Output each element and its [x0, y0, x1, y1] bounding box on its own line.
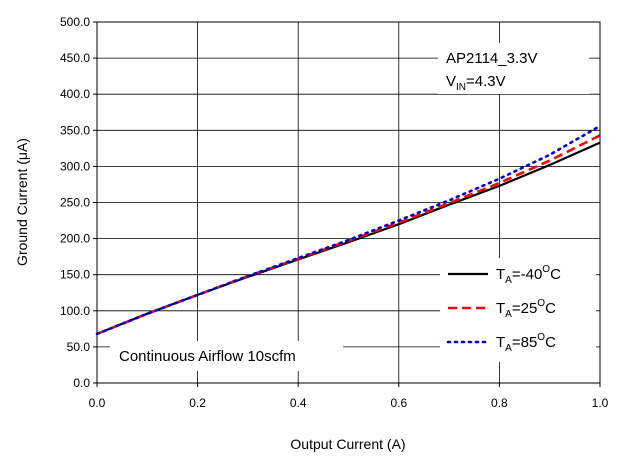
- airflow-annotation: Continuous Airflow 10scfm: [110, 341, 343, 371]
- y-tick-label: 400.0: [60, 87, 90, 101]
- legend-label-0: TA=-40OC: [496, 264, 561, 286]
- legend-label-sub-1: A: [505, 309, 512, 320]
- y-tick-label: 250.0: [60, 196, 90, 210]
- grid-layer: [93, 21, 601, 387]
- vin-label: VIN=4.3V: [446, 73, 506, 93]
- airflow-annotation-box: [110, 341, 343, 371]
- y-tick-label: 100.0: [60, 304, 90, 318]
- vin-suffix: =4.3V: [466, 73, 506, 90]
- legend-label-sub-0: A: [505, 275, 512, 286]
- y-tick-label: 350.0: [60, 123, 90, 137]
- vin-subscript: IN: [456, 82, 466, 93]
- legend-label-2: TA=85OC: [496, 332, 556, 354]
- x-tick-label: 0.8: [491, 396, 508, 410]
- x-axis-title: Output Current (A): [290, 436, 405, 452]
- device-annotation: AP2114_3.3V VIN=4.3V: [438, 43, 589, 94]
- x-tick-label: 0.2: [189, 396, 206, 410]
- y-tick-label: 450.0: [60, 51, 90, 65]
- series-layer: [95, 124, 602, 336]
- y-tick-label: 50.0: [67, 340, 91, 354]
- legend-label-sup-1: O: [537, 298, 545, 309]
- y-tick-label: 0.0: [73, 376, 90, 390]
- legend-label-sup-2: O: [537, 332, 545, 343]
- plot-frame: [96, 21, 601, 384]
- legend-label-mid-1: =25: [512, 300, 537, 317]
- legend-label-suffix-0: C: [550, 266, 561, 283]
- y-tick-label: 500.0: [60, 15, 90, 29]
- legend-label-sup-0: O: [542, 264, 550, 275]
- tick-label-layer: 0.0 50.0 100.0 150.0 200.0 250.0 300.0 350.0 400…: [60, 15, 609, 410]
- y-axis-title: Ground Current (μA): [14, 138, 30, 266]
- legend-box: [440, 258, 596, 362]
- device-label: AP2114_3.3V: [446, 50, 537, 67]
- legend-label-suffix-2: C: [545, 334, 556, 351]
- legend-label-prefix-0: T: [496, 266, 505, 283]
- legend-label-mid-0: =-40: [512, 266, 542, 283]
- x-tick-label: 0.0: [89, 396, 106, 410]
- legend-label-sub-2: A: [505, 343, 512, 354]
- device-annotation-box: [438, 43, 589, 94]
- y-tick-label: 300.0: [60, 159, 90, 173]
- legend-label-prefix-1: T: [496, 300, 505, 317]
- x-tick-label: 0.4: [290, 396, 307, 410]
- legend-label-1: TA=25OC: [496, 298, 556, 320]
- airflow-label: Continuous Airflow 10scfm: [119, 348, 296, 365]
- legend-label-mid-2: =85: [512, 334, 537, 351]
- x-tick-label: 0.6: [390, 396, 407, 410]
- legend-label-prefix-2: T: [496, 334, 505, 351]
- y-tick-label: 200.0: [60, 232, 90, 246]
- y-tick-label: 150.0: [60, 268, 90, 282]
- vin-prefix: V: [446, 73, 456, 90]
- legend-label-suffix-1: C: [545, 300, 556, 317]
- series-line-2: [95, 124, 602, 336]
- x-tick-label: 1.0: [592, 396, 609, 410]
